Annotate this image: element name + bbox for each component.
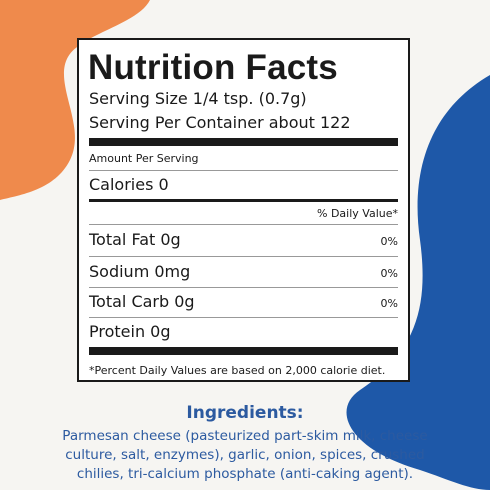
rule [89, 170, 398, 171]
ingredients-line: culture, salt, enzymes), garlic, onion, … [65, 447, 425, 463]
ingredients-line: chilies, tri-calcium phosphate (anti-cak… [76, 466, 414, 482]
ingredients-title: Ingredients: [186, 403, 304, 423]
calories: Calories 0 [89, 175, 169, 194]
rule [89, 287, 398, 288]
nutrient-name: Sodium 0mg [89, 262, 191, 281]
rule [89, 256, 398, 257]
servings-per-container: Serving Per Container about 122 [89, 113, 351, 132]
blue-blob [346, 75, 490, 490]
serving-size: Serving Size 1/4 tsp. (0.7g) [89, 89, 307, 108]
nutrient-name: Total Carb 0g [89, 292, 195, 311]
nutrient-name: Total Fat 0g [89, 230, 181, 249]
rule [89, 199, 398, 202]
orange-blob [0, 0, 150, 200]
nutrient-dv: 0% [380, 297, 398, 310]
footnote: *Percent Daily Values are based on 2,000… [89, 364, 386, 377]
thick-rule [89, 347, 398, 355]
label-title: Nutrition Facts [88, 48, 338, 87]
rule [89, 224, 398, 225]
thick-rule [89, 138, 398, 146]
daily-value-header: % Daily Value* [317, 207, 398, 220]
rule [89, 317, 398, 318]
nutrient-dv: 0% [380, 267, 398, 280]
ingredients-line: Parmesan cheese (pasteurized part-skim m… [62, 428, 428, 444]
amount-per-serving: Amount Per Serving [89, 152, 199, 165]
nutrition-label: Nutrition Facts Serving Size 1/4 tsp. (0… [77, 38, 410, 382]
nutrient-name: Protein 0g [89, 322, 171, 341]
nutrient-dv: 0% [380, 235, 398, 248]
